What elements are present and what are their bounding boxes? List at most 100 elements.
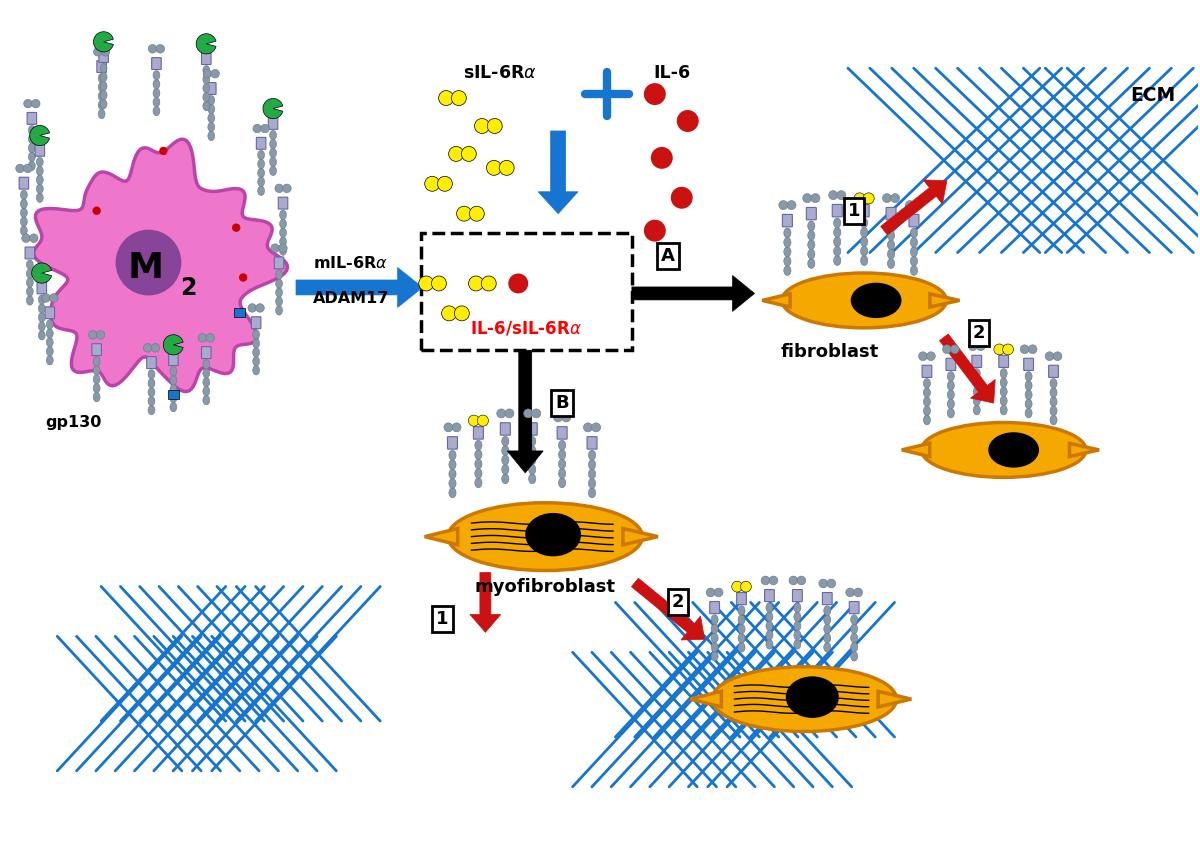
Ellipse shape <box>253 339 259 348</box>
Ellipse shape <box>170 393 176 403</box>
Circle shape <box>101 48 109 56</box>
FancyBboxPatch shape <box>737 593 746 604</box>
Polygon shape <box>940 334 995 403</box>
Ellipse shape <box>911 228 918 238</box>
FancyBboxPatch shape <box>98 50 108 62</box>
Polygon shape <box>34 139 288 392</box>
Ellipse shape <box>911 266 918 275</box>
Circle shape <box>455 306 469 321</box>
Circle shape <box>882 193 892 203</box>
Circle shape <box>863 193 874 204</box>
Ellipse shape <box>834 227 841 238</box>
Ellipse shape <box>203 369 210 378</box>
Ellipse shape <box>860 256 868 266</box>
FancyBboxPatch shape <box>202 346 211 358</box>
Ellipse shape <box>20 199 28 209</box>
Ellipse shape <box>712 615 718 624</box>
Circle shape <box>151 344 160 352</box>
Circle shape <box>256 304 264 312</box>
Ellipse shape <box>449 451 456 460</box>
Ellipse shape <box>448 503 642 570</box>
Circle shape <box>206 333 215 342</box>
Polygon shape <box>296 268 422 308</box>
Ellipse shape <box>973 387 980 397</box>
Ellipse shape <box>475 478 482 487</box>
Ellipse shape <box>1050 406 1057 416</box>
Ellipse shape <box>784 266 791 275</box>
Text: A: A <box>661 246 674 264</box>
Ellipse shape <box>26 278 34 287</box>
Ellipse shape <box>258 168 264 178</box>
FancyBboxPatch shape <box>587 437 598 449</box>
Ellipse shape <box>558 478 565 487</box>
FancyBboxPatch shape <box>806 208 816 220</box>
Text: 1: 1 <box>437 610 449 628</box>
Ellipse shape <box>766 603 773 612</box>
FancyBboxPatch shape <box>474 427 484 439</box>
Circle shape <box>1003 344 1014 355</box>
Ellipse shape <box>100 73 107 82</box>
Ellipse shape <box>911 238 918 247</box>
Ellipse shape <box>170 403 176 412</box>
Ellipse shape <box>973 405 980 415</box>
Circle shape <box>846 588 854 597</box>
Ellipse shape <box>280 237 287 246</box>
Polygon shape <box>930 294 960 307</box>
FancyBboxPatch shape <box>709 602 720 614</box>
Circle shape <box>562 413 571 422</box>
FancyBboxPatch shape <box>822 593 832 604</box>
FancyBboxPatch shape <box>886 208 896 220</box>
Ellipse shape <box>38 313 46 322</box>
Ellipse shape <box>738 642 745 652</box>
Ellipse shape <box>924 406 930 416</box>
Ellipse shape <box>38 331 46 340</box>
Ellipse shape <box>203 102 210 111</box>
Polygon shape <box>878 692 911 707</box>
Circle shape <box>905 201 914 209</box>
Ellipse shape <box>47 338 53 347</box>
FancyBboxPatch shape <box>28 113 37 124</box>
Ellipse shape <box>203 74 210 84</box>
Wedge shape <box>94 32 113 52</box>
Ellipse shape <box>784 256 791 266</box>
FancyBboxPatch shape <box>1049 365 1058 377</box>
Circle shape <box>16 164 24 173</box>
Polygon shape <box>1069 444 1099 457</box>
FancyBboxPatch shape <box>908 215 919 227</box>
Ellipse shape <box>36 193 43 203</box>
FancyBboxPatch shape <box>859 204 869 217</box>
Ellipse shape <box>26 286 34 296</box>
Circle shape <box>24 99 32 108</box>
Circle shape <box>913 201 923 209</box>
Circle shape <box>671 186 692 209</box>
Ellipse shape <box>851 624 858 634</box>
Circle shape <box>468 276 484 291</box>
Circle shape <box>42 294 50 303</box>
Ellipse shape <box>148 369 155 379</box>
Ellipse shape <box>148 397 155 406</box>
Ellipse shape <box>253 365 259 374</box>
Ellipse shape <box>712 652 718 661</box>
Circle shape <box>644 220 666 242</box>
FancyBboxPatch shape <box>97 61 107 73</box>
Ellipse shape <box>203 395 210 404</box>
Circle shape <box>714 588 722 597</box>
Ellipse shape <box>922 422 1086 477</box>
Circle shape <box>49 294 58 303</box>
Ellipse shape <box>558 440 565 451</box>
FancyBboxPatch shape <box>19 177 29 189</box>
Polygon shape <box>623 528 658 545</box>
Ellipse shape <box>36 175 43 185</box>
Ellipse shape <box>148 387 155 397</box>
Circle shape <box>89 331 97 339</box>
Circle shape <box>942 345 952 354</box>
Ellipse shape <box>148 405 155 415</box>
Text: 2: 2 <box>672 593 684 611</box>
Text: mIL-6R$\alpha$: mIL-6R$\alpha$ <box>313 255 388 270</box>
Ellipse shape <box>588 460 595 469</box>
Ellipse shape <box>924 416 930 425</box>
Circle shape <box>22 234 30 243</box>
Circle shape <box>24 164 32 173</box>
Ellipse shape <box>529 464 536 475</box>
Circle shape <box>481 276 497 291</box>
